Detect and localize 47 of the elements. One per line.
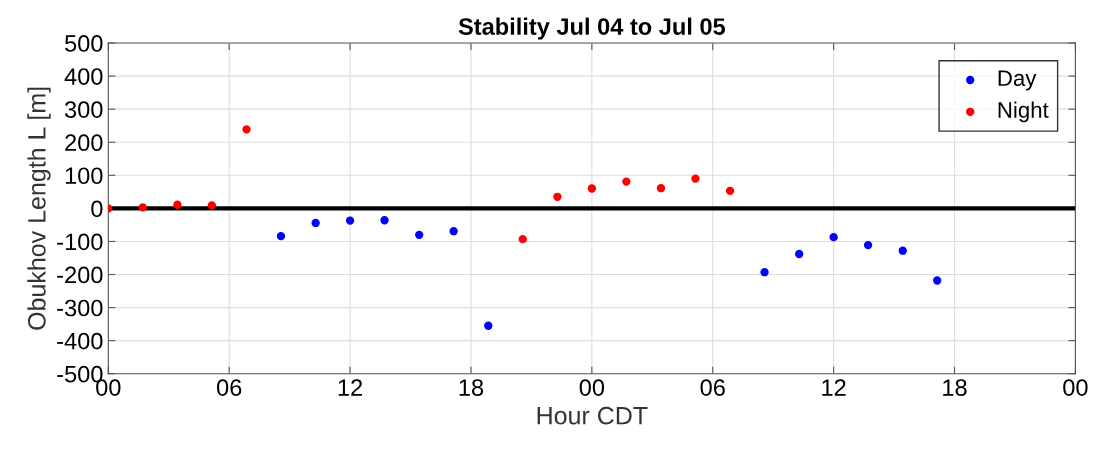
x-tick-label: 06: [216, 379, 242, 396]
x-axis-title: Hour CDT: [537, 406, 648, 425]
y-axis-title: Obukhov Length L [m]: [27, 87, 51, 330]
x-tick-label: 00: [1063, 379, 1088, 396]
x-tick-label: 06: [700, 379, 725, 396]
point: [311, 218, 320, 228]
point: [380, 216, 389, 225]
point: [207, 201, 217, 210]
point: [553, 192, 562, 201]
point: [242, 125, 251, 134]
point: [415, 230, 424, 239]
point: [345, 216, 355, 225]
y-tick-label: 200: [65, 134, 103, 152]
y-tick-label: -400: [57, 332, 103, 350]
y-tick-label: 500: [65, 35, 103, 52]
x-tick-label: 12: [822, 379, 846, 396]
point: [622, 177, 631, 186]
point: [933, 276, 942, 285]
chart-title: Stability Jul 04 to Jul 05: [458, 17, 726, 40]
point: [173, 200, 182, 209]
y-tick-label: -300: [57, 299, 103, 317]
legend-label: Day: [998, 70, 1037, 91]
legend-label: Night: [998, 101, 1049, 123]
point: [863, 240, 873, 250]
x-tick-label: 18: [459, 379, 484, 396]
point: [276, 231, 286, 241]
x-tick-label: 12: [338, 379, 363, 396]
point: [449, 227, 458, 236]
point: [138, 203, 147, 212]
point: [725, 186, 735, 196]
x-tick-label: 18: [943, 379, 967, 396]
point: [691, 174, 700, 183]
point: [760, 268, 769, 277]
point: [898, 246, 907, 255]
y-tick-label: -100: [57, 233, 103, 251]
x-tick-label: 00: [579, 379, 605, 396]
point: [656, 184, 666, 193]
y-tick-label: -200: [57, 266, 103, 284]
point: [484, 321, 493, 330]
y-tick-label: 400: [64, 68, 103, 85]
point: [795, 249, 804, 259]
y-tick-label: 100: [65, 167, 103, 185]
y-tick-label: 0: [91, 200, 103, 218]
point: [829, 232, 838, 242]
y-tick-label: 300: [64, 101, 103, 118]
point: [518, 234, 527, 244]
point: [587, 184, 597, 193]
